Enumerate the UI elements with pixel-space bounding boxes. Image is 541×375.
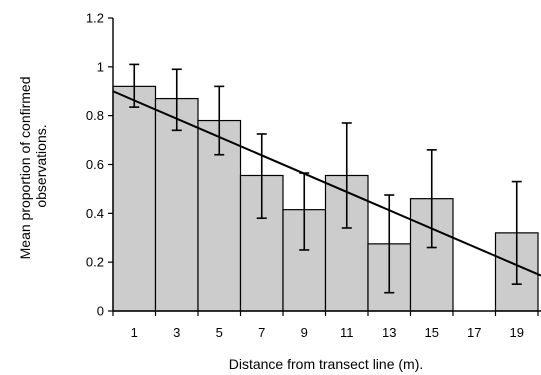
- x-tick-label-1: 1: [131, 325, 138, 340]
- error-bar-5: [214, 85, 225, 156]
- y-tick-label-0.8: 0.8: [86, 108, 104, 123]
- error-bars-group: [129, 63, 522, 294]
- y-tick-label-1: 1: [97, 59, 104, 74]
- y-tick-label-1.2: 1.2: [86, 11, 104, 26]
- error-bar-19: [511, 180, 522, 285]
- error-bar-3: [171, 68, 182, 132]
- bar-1: [112, 85, 157, 312]
- x-tick-label-11: 11: [340, 325, 354, 340]
- y-tick-labels: 0 0.2 0.4 0.6 0.8 1 1.2: [86, 11, 104, 319]
- x-tick-label-15: 15: [425, 325, 439, 340]
- y-tick-label-0: 0: [97, 304, 104, 319]
- axes-group: [108, 17, 541, 316]
- x-axis-title: Distance from transect line (m).: [229, 356, 424, 372]
- y-axis-title-line-1: Mean proportion of confirmed: [17, 77, 33, 260]
- y-axis-title: Mean proportion of confirmed observation…: [17, 73, 49, 260]
- y-tick-label-0.6: 0.6: [86, 157, 104, 172]
- trend-line: [112, 90, 541, 277]
- x-tick-label-5: 5: [216, 325, 223, 340]
- x-tick-label-17: 17: [467, 325, 481, 340]
- x-tick-label-13: 13: [382, 325, 396, 340]
- x-tick-labels: 1 3 5 7 9 11 13 15 17 19: [131, 325, 524, 340]
- bar-3: [154, 97, 199, 312]
- x-tick-label-3: 3: [173, 325, 180, 340]
- x-tick-label-9: 9: [301, 325, 308, 340]
- error-bar-7: [256, 133, 267, 220]
- x-tick-label-7: 7: [258, 325, 265, 340]
- y-axis-title-line-2: observations.: [33, 124, 49, 207]
- y-tick-label-0.2: 0.2: [86, 255, 104, 270]
- y-tick-label-0.4: 0.4: [86, 206, 104, 221]
- error-bar-11: [341, 122, 352, 229]
- error-bar-15: [426, 149, 437, 249]
- x-tick-label-19: 19: [510, 325, 524, 340]
